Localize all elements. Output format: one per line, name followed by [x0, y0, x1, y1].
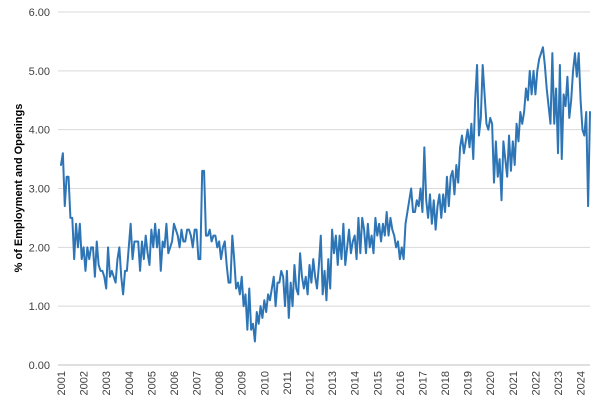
- x-tick-label: 2007: [192, 371, 204, 395]
- y-tick-label: 4.00: [29, 125, 50, 137]
- x-tick-label: 2004: [124, 371, 136, 395]
- y-tick-label: 6.00: [29, 7, 50, 19]
- x-tick-label: 2005: [146, 371, 158, 395]
- x-tick-label: 2022: [530, 371, 542, 395]
- x-tick-label: 2015: [372, 371, 384, 395]
- x-tick-label: 2016: [395, 371, 407, 395]
- y-tick-label: 3.00: [29, 184, 50, 196]
- y-tick-label: 2.00: [29, 242, 50, 254]
- x-axis-ticks: 2001 2002 2003 2004 2005 2006 2007 2008 2009 2010…: [56, 371, 588, 395]
- x-tick-label: 2020: [485, 371, 497, 395]
- y-axis-ticks: 0.00 1.00 2.00 3.00 4.00 5.00 6.00: [29, 7, 50, 372]
- x-tick-label: 2024: [576, 371, 588, 395]
- x-tick-label: 2002: [79, 371, 91, 395]
- x-tick-label: 2010: [259, 371, 271, 395]
- x-tick-label: 2013: [327, 371, 339, 395]
- x-tick-label: 2008: [214, 371, 226, 395]
- y-tick-label: 5.00: [29, 66, 50, 78]
- x-tick-label: 2006: [169, 371, 181, 395]
- y-tick-label: 0.00: [29, 360, 50, 372]
- x-tick-label: 2009: [237, 371, 249, 395]
- x-tick-label: 2003: [101, 371, 113, 395]
- x-tick-label: 2021: [508, 371, 520, 395]
- x-tick-label: 2012: [304, 371, 316, 395]
- x-tick-label: 2018: [440, 371, 452, 395]
- x-tick-label: 2019: [463, 371, 475, 395]
- x-tick-label: 2023: [553, 371, 565, 395]
- y-axis-title: % of Employment and Openings: [13, 104, 25, 273]
- x-tick-label: 2014: [350, 371, 362, 395]
- x-tick-label: 2001: [56, 371, 68, 395]
- x-tick-label: 2017: [417, 371, 429, 395]
- series-line: [60, 46, 591, 343]
- y-tick-label: 1.00: [29, 301, 50, 313]
- x-tick-label: 2011: [282, 371, 294, 395]
